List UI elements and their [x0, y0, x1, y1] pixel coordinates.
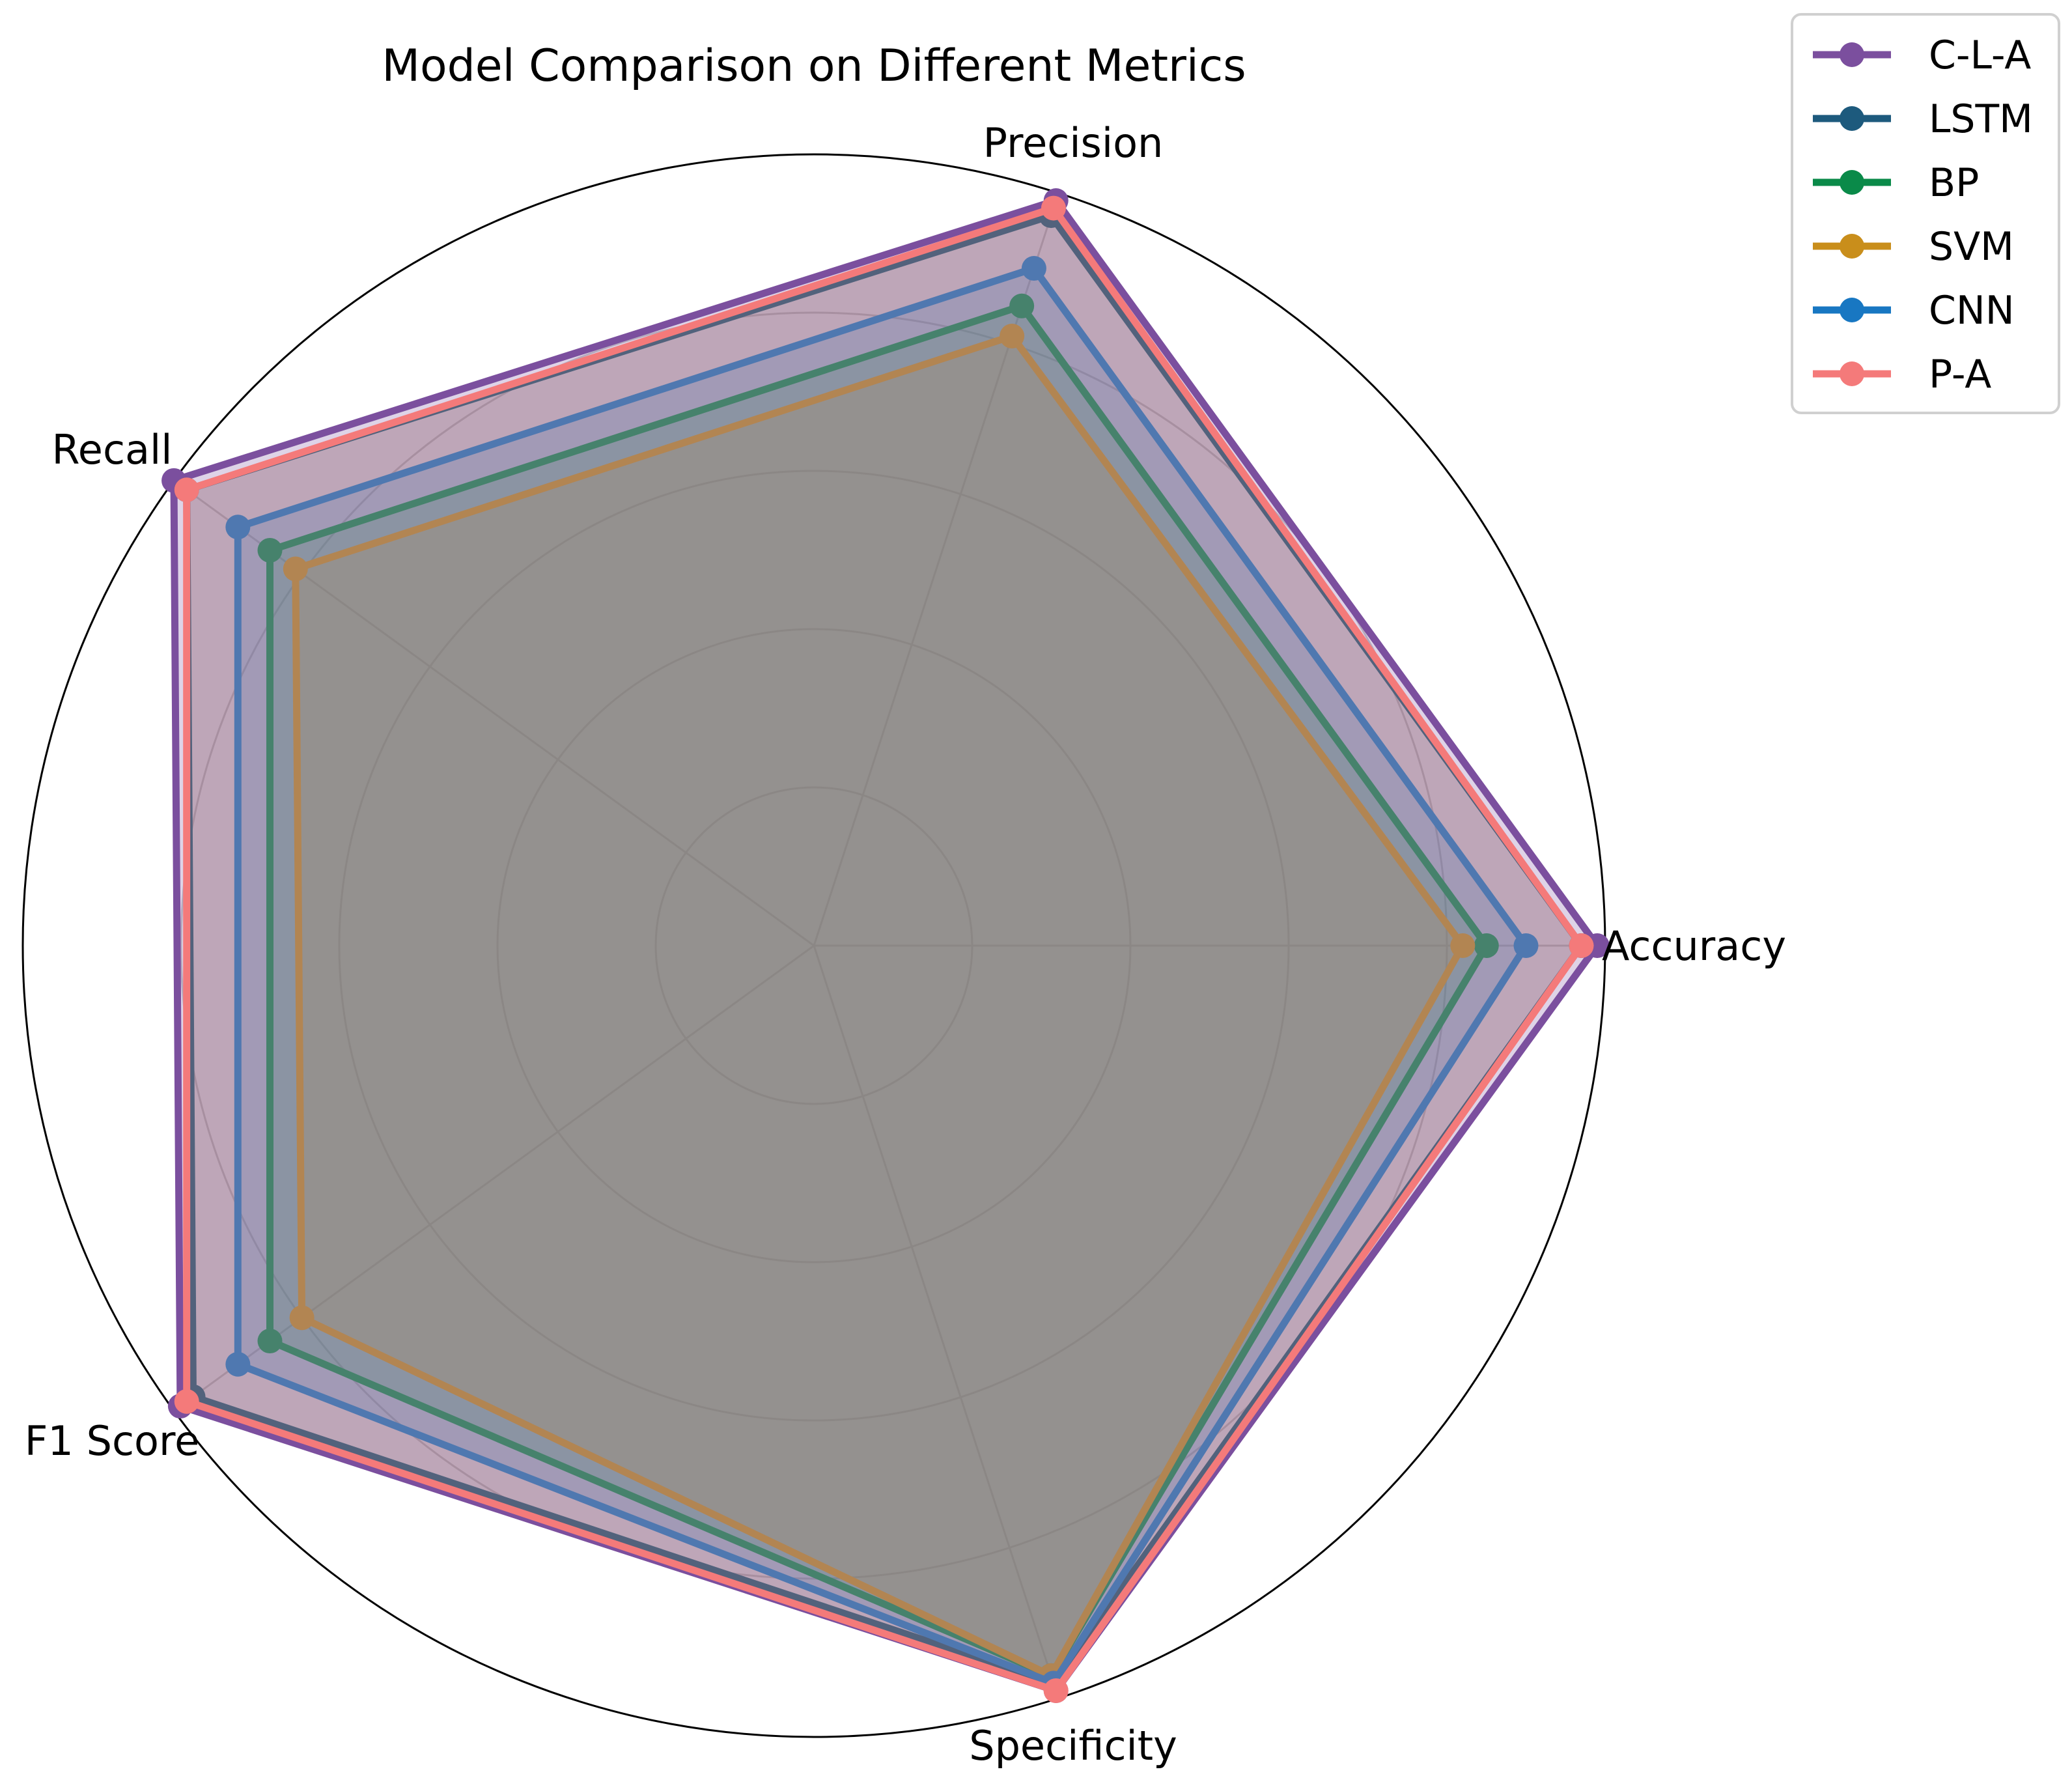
point-CNN-recall — [225, 515, 251, 540]
legend-item-CNN: CNN — [1813, 288, 2015, 333]
grid-spoke-3 — [173, 479, 815, 947]
legend-marker-BP — [1840, 170, 1864, 195]
axis-label-recall: Recall — [52, 426, 173, 473]
series-line-SVM — [292, 331, 1467, 1681]
legend-marker-C-L-A — [1840, 42, 1864, 67]
legend-marker-LSTM — [1840, 106, 1864, 131]
legend-marker-CNN — [1840, 298, 1864, 322]
point-P-A-precision — [1041, 195, 1066, 221]
legend-label-CNN: CNN — [1929, 288, 2015, 333]
series-fill-CNN — [238, 268, 1526, 1684]
point-BP-f1-score — [257, 1329, 283, 1354]
legend-marker-P-A — [1840, 361, 1864, 386]
series-fill-BP — [270, 305, 1487, 1676]
legend-label-SVM: SVM — [1929, 224, 2014, 270]
legend: C-L-A LSTM BP SVM CNN P-A — [1791, 13, 2060, 414]
axis-label-precision: Precision — [983, 119, 1164, 167]
series-fill-LSTM — [186, 216, 1582, 1684]
grid-spoke-4 — [173, 944, 815, 1412]
grid-spoke-2 — [813, 193, 1059, 946]
point-P-A-f1-score — [174, 1389, 199, 1414]
point-P-A-accuracy — [1569, 933, 1594, 958]
point-BP-accuracy — [1474, 933, 1499, 958]
axis-labels: Accuracy Precision Recall F1 Score Specifici… — [25, 119, 1786, 1770]
legend-label-P-A: P-A — [1929, 352, 1991, 397]
series-line-P-A — [183, 204, 1586, 1695]
legend-label-C-L-A: C-L-A — [1929, 33, 2031, 78]
point-CNN-accuracy — [1513, 933, 1539, 958]
legend-label-LSTM: LSTM — [1929, 96, 2033, 142]
point-P-A-specificity — [1043, 1678, 1069, 1703]
point-CNN-precision — [1021, 256, 1046, 281]
legend-item-P-A: P-A — [1813, 352, 1991, 397]
legend-marker-SVM — [1840, 234, 1864, 259]
point-BP-precision — [1009, 293, 1035, 318]
legend-item-SVM: SVM — [1813, 224, 2014, 270]
axis-label-accuracy: Accuracy — [1602, 922, 1786, 970]
series-fill-C-L-A — [174, 201, 1597, 1691]
point-SVM-f1-score — [289, 1305, 315, 1331]
point-CNN-f1-score — [225, 1351, 251, 1377]
legend-label-BP: BP — [1929, 160, 1979, 206]
grid-spoke-5 — [813, 945, 1059, 1699]
axis-label-f1-score: F1 Score — [25, 1417, 199, 1465]
legend-item-BP: BP — [1813, 160, 1979, 206]
point-SVM-precision — [1000, 324, 1025, 349]
point-SVM-accuracy — [1450, 933, 1476, 958]
point-P-A-recall — [174, 477, 199, 503]
series-line-CNN — [234, 264, 1531, 1688]
series-layer — [161, 188, 1610, 1703]
legend-item-C-L-A: C-L-A — [1813, 33, 2031, 78]
legend-item-LSTM: LSTM — [1813, 96, 2033, 142]
point-BP-recall — [257, 537, 283, 563]
axis-label-specificity: Specificity — [969, 1722, 1177, 1770]
series-P-A — [174, 195, 1594, 1703]
series-fill-SVM — [295, 336, 1463, 1676]
series-fill-P-A — [186, 208, 1582, 1691]
chart-title: Model Comparison on Different Metrics — [382, 40, 1246, 92]
series-SVM — [283, 324, 1476, 1688]
point-SVM-recall — [283, 556, 308, 582]
